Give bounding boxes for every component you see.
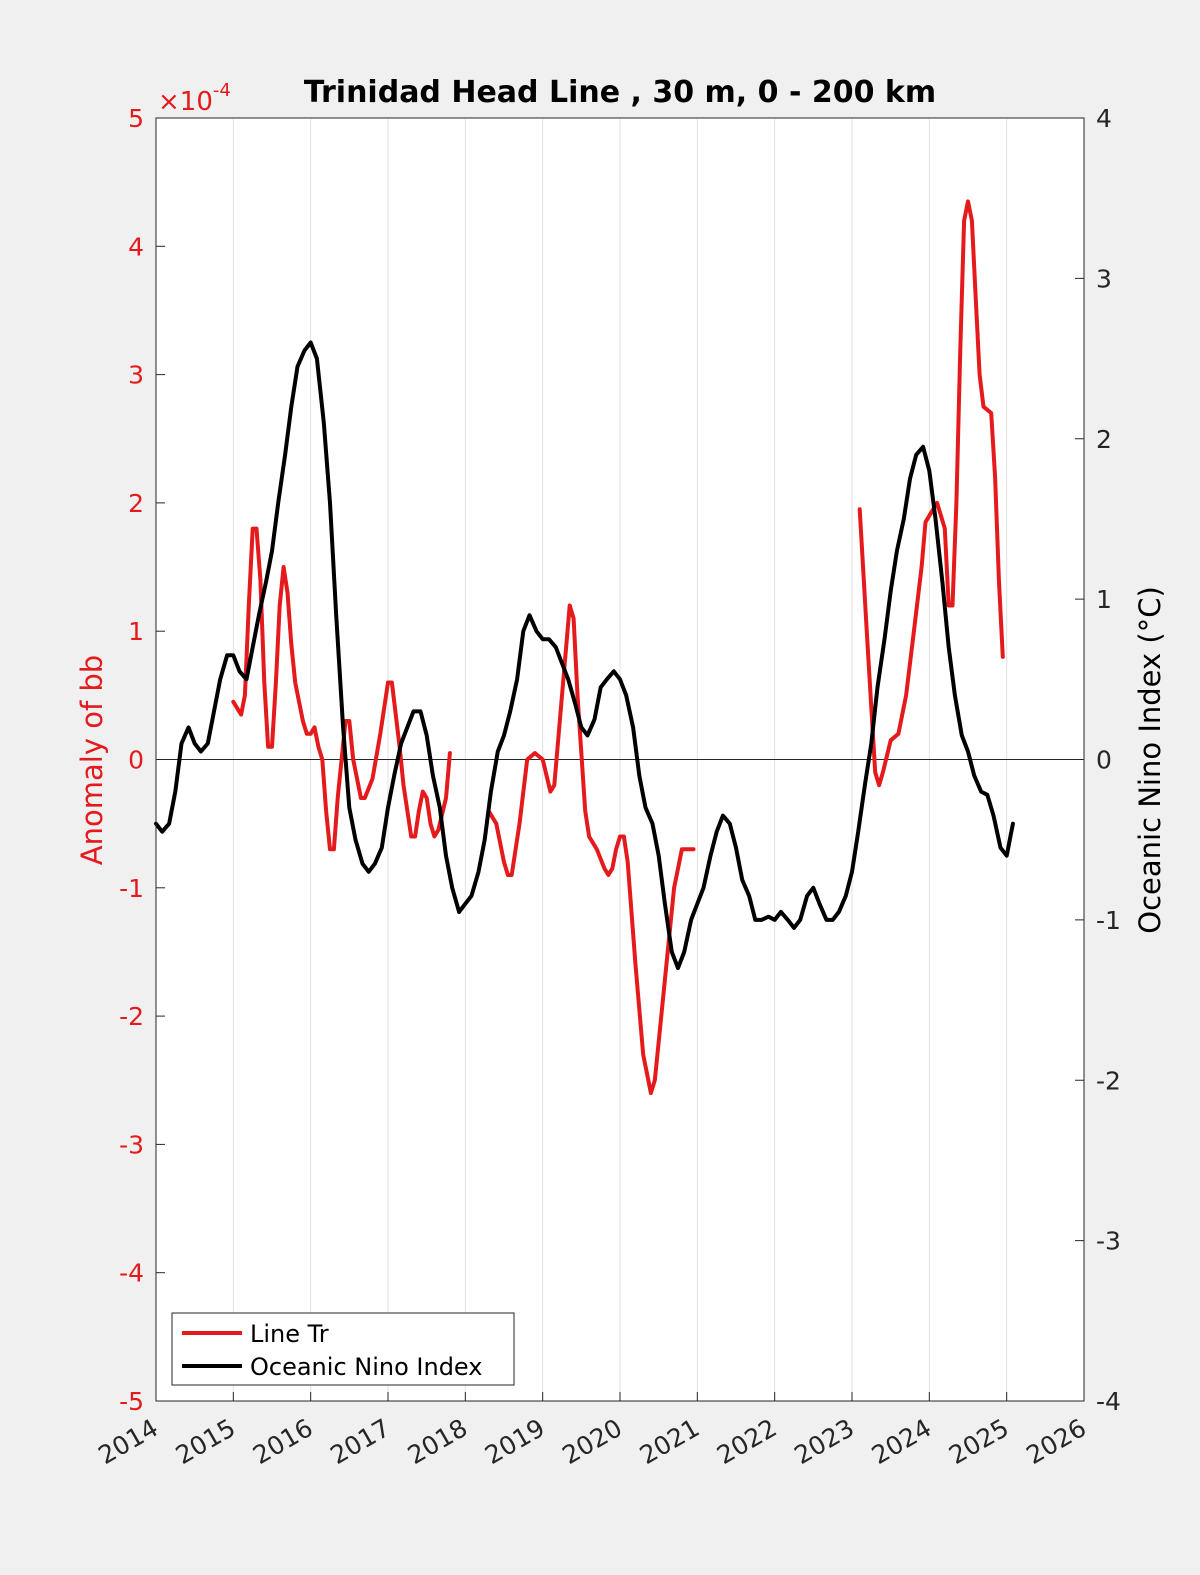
left-tick-label: -3 bbox=[119, 1130, 144, 1159]
left-y-axis: 5 4 3 2 1 0 -1 -2 -3 -4 -5 bbox=[119, 104, 165, 1416]
left-tick-label: 1 bbox=[128, 617, 144, 646]
left-tick-label: 4 bbox=[128, 232, 144, 261]
right-tick-label: 4 bbox=[1096, 104, 1112, 133]
line-tr-series bbox=[231, 526, 452, 852]
left-axis-exponent: ×10-4 bbox=[158, 80, 231, 117]
right-tick-label: -3 bbox=[1096, 1227, 1121, 1256]
legend-label-oni: Oceanic Nino Index bbox=[250, 1353, 482, 1381]
right-tick-label: 0 bbox=[1096, 746, 1112, 775]
left-tick-label: 2 bbox=[128, 489, 144, 518]
chart-title: Trinidad Head Line , 30 m, 0 - 200 km bbox=[304, 75, 936, 110]
right-tick-label: -4 bbox=[1096, 1387, 1121, 1416]
left-tick-label: 3 bbox=[128, 361, 144, 390]
right-tick-label: 2 bbox=[1096, 425, 1112, 454]
right-tick-label: 3 bbox=[1096, 264, 1112, 293]
exponent-base: ×10 bbox=[158, 87, 213, 117]
line-tr-series bbox=[857, 199, 1005, 788]
legend-label-line-tr: Line Tr bbox=[250, 1320, 329, 1348]
oceanic-nino-index-series bbox=[154, 340, 1015, 970]
left-tick-label: 5 bbox=[128, 104, 144, 133]
right-axis-label: Oceanic Nino Index (°C) bbox=[1133, 586, 1167, 934]
right-tick-label: 1 bbox=[1096, 585, 1112, 614]
left-tick-label: -1 bbox=[119, 874, 144, 903]
left-tick-label: -5 bbox=[119, 1387, 144, 1416]
legend: Line Tr Oceanic Nino Index bbox=[171, 1312, 515, 1386]
series-layer bbox=[154, 199, 1015, 1096]
right-tick-label: -2 bbox=[1096, 1066, 1121, 1095]
line-tr-series bbox=[486, 603, 696, 1096]
left-tick-label: -4 bbox=[119, 1259, 144, 1288]
left-axis-label: Anomaly of bb bbox=[75, 655, 109, 865]
legend-box bbox=[171, 1312, 515, 1386]
right-tick-label: -1 bbox=[1096, 906, 1121, 935]
left-tick-label: -2 bbox=[119, 1002, 144, 1031]
right-y-axis: 4 3 2 1 0 -1 -2 -3 -4 bbox=[1075, 104, 1121, 1416]
exponent-power: -4 bbox=[213, 80, 231, 101]
left-tick-label: 0 bbox=[128, 746, 144, 775]
